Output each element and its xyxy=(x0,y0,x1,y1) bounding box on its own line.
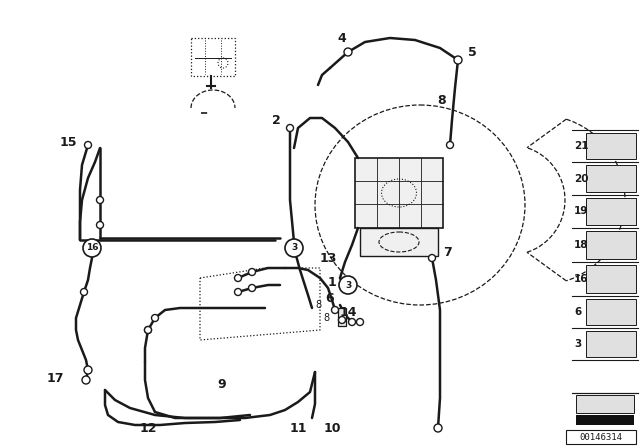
FancyBboxPatch shape xyxy=(576,395,634,413)
FancyBboxPatch shape xyxy=(338,308,346,326)
Circle shape xyxy=(248,268,255,276)
Text: 3: 3 xyxy=(345,280,351,289)
Circle shape xyxy=(339,276,357,294)
Circle shape xyxy=(454,56,462,64)
Text: 10: 10 xyxy=(323,422,340,435)
Text: 8: 8 xyxy=(323,313,329,323)
FancyBboxPatch shape xyxy=(360,228,438,256)
Circle shape xyxy=(145,327,152,333)
Circle shape xyxy=(145,327,152,333)
FancyBboxPatch shape xyxy=(586,331,636,357)
Circle shape xyxy=(83,239,101,257)
Text: 21: 21 xyxy=(574,141,589,151)
Circle shape xyxy=(248,284,255,292)
FancyBboxPatch shape xyxy=(586,198,636,225)
FancyBboxPatch shape xyxy=(586,231,636,259)
Circle shape xyxy=(349,319,355,326)
Circle shape xyxy=(287,125,294,132)
Text: 4: 4 xyxy=(338,31,346,44)
Text: 7: 7 xyxy=(444,246,452,258)
Text: 9: 9 xyxy=(218,379,227,392)
Text: 6: 6 xyxy=(574,307,581,317)
FancyBboxPatch shape xyxy=(586,133,636,159)
FancyBboxPatch shape xyxy=(586,165,636,192)
Text: 1: 1 xyxy=(328,276,337,289)
Circle shape xyxy=(97,221,104,228)
Text: 16: 16 xyxy=(574,274,589,284)
Text: 8: 8 xyxy=(315,300,321,310)
Text: 17: 17 xyxy=(46,371,64,384)
Text: 5: 5 xyxy=(468,46,476,59)
Circle shape xyxy=(356,319,364,326)
FancyBboxPatch shape xyxy=(586,265,636,293)
Circle shape xyxy=(332,306,339,314)
Circle shape xyxy=(285,239,303,257)
Circle shape xyxy=(344,48,352,56)
Text: 00146314: 00146314 xyxy=(579,432,623,441)
FancyBboxPatch shape xyxy=(586,299,636,325)
FancyBboxPatch shape xyxy=(576,415,634,425)
Text: 18: 18 xyxy=(574,240,589,250)
Text: 15: 15 xyxy=(60,135,77,148)
Text: 20: 20 xyxy=(574,173,589,184)
Text: 13: 13 xyxy=(319,251,337,264)
Circle shape xyxy=(97,197,104,203)
Circle shape xyxy=(339,316,346,323)
Text: 14: 14 xyxy=(339,306,356,319)
Text: 12: 12 xyxy=(140,422,157,435)
Text: 19: 19 xyxy=(574,207,588,216)
Circle shape xyxy=(234,275,241,281)
Text: 11: 11 xyxy=(289,422,307,435)
FancyBboxPatch shape xyxy=(566,430,636,444)
Circle shape xyxy=(447,142,454,148)
Circle shape xyxy=(81,289,88,296)
Circle shape xyxy=(82,376,90,384)
Circle shape xyxy=(234,289,241,296)
Text: 3: 3 xyxy=(574,339,581,349)
Text: 6: 6 xyxy=(326,292,334,305)
Circle shape xyxy=(84,142,92,148)
Circle shape xyxy=(434,424,442,432)
Circle shape xyxy=(84,366,92,374)
Circle shape xyxy=(152,314,159,322)
FancyBboxPatch shape xyxy=(355,158,443,228)
Text: 16: 16 xyxy=(86,244,99,253)
Circle shape xyxy=(429,254,435,262)
Text: 2: 2 xyxy=(271,113,280,126)
Text: 3: 3 xyxy=(291,244,297,253)
Text: 8: 8 xyxy=(438,94,446,107)
